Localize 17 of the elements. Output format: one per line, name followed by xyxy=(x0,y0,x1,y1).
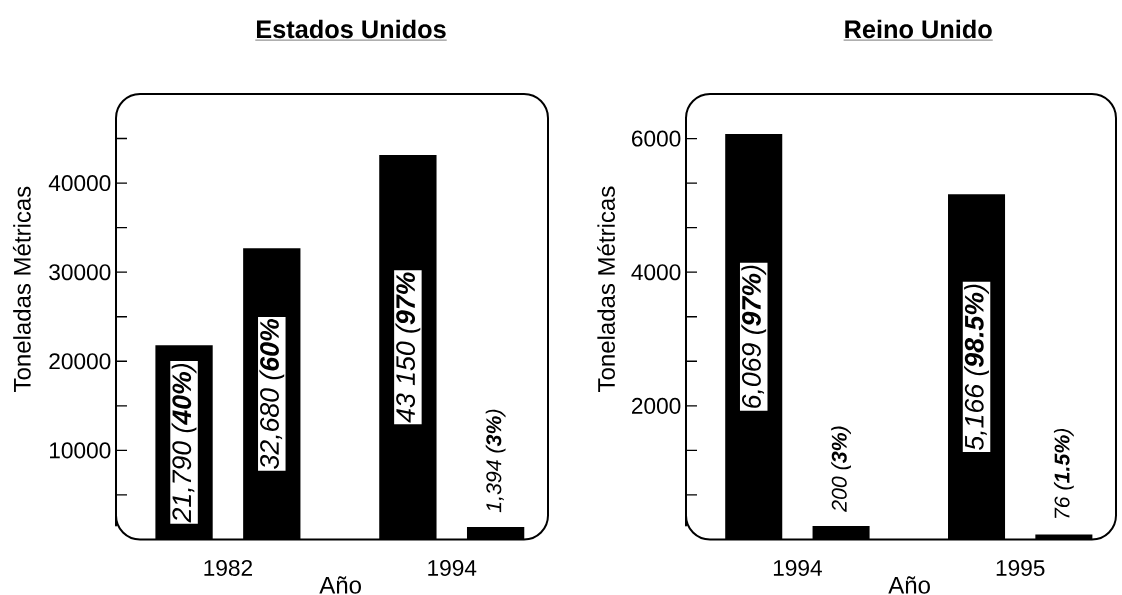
chart-title: Reino Unido xyxy=(845,19,992,39)
y-tick-label: 40000 xyxy=(48,175,111,192)
x-axis-title: Año xyxy=(319,576,361,594)
y-tick-label: 4000 xyxy=(631,264,681,281)
x-tick-label: 1995 xyxy=(996,559,1045,577)
y-tick-label: 20000 xyxy=(49,353,111,370)
y-tick-label: 6000 xyxy=(632,130,681,147)
y-tick-label: 10000 xyxy=(50,442,111,459)
x-axis-title: Año xyxy=(888,576,930,594)
y-axis-title: Toneladas Métricas xyxy=(597,186,615,392)
y-tick-label: 30000 xyxy=(49,264,111,281)
y-axis-title: Toneladas Métricas xyxy=(12,186,31,392)
y-tick-label: 2000 xyxy=(632,397,681,414)
chart-title: Estados Unidos xyxy=(256,19,446,39)
x-tick-label: 1982 xyxy=(204,559,252,577)
x-tick-label: 1994 xyxy=(773,559,822,577)
x-tick-label: 1994 xyxy=(428,559,477,577)
